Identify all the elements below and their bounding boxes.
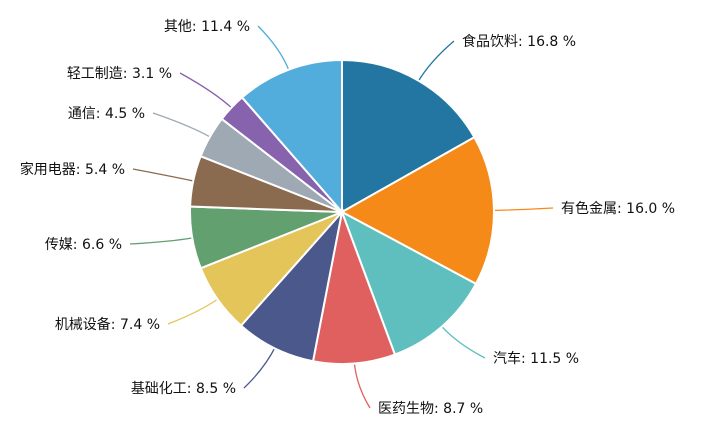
pie-slice[interactable] [240, 58, 343, 215]
slice-label: 轻工制造: 3.1 % [67, 66, 172, 82]
slice-label: 汽车: 11.5 % [493, 350, 579, 367]
slice-label: 医药生物: 8.7 % [378, 401, 483, 417]
slice-label: 食品饮料: 16.8 % [462, 33, 576, 50]
leader-line [491, 207, 554, 211]
slice-label: 基础化工: 8.5 % [131, 380, 236, 397]
slice-label: 其他: 11.4 % [164, 19, 250, 35]
leader-line [353, 361, 371, 409]
slice-label: 通信: 4.5 % [68, 106, 145, 122]
slice-label: 家用电器: 5.4 % [20, 161, 125, 178]
leader-line [152, 112, 212, 139]
leader-line [132, 168, 196, 182]
leader-line [417, 40, 455, 83]
leader-line [440, 324, 486, 359]
leader-line [243, 346, 277, 389]
pie-slice[interactable] [339, 135, 495, 286]
pie-slice[interactable] [311, 208, 397, 365]
slice-label: 有色金属: 16.0 % [561, 200, 675, 217]
leader-line [179, 72, 234, 110]
leader-line [167, 297, 220, 325]
pie-slice[interactable] [341, 58, 476, 214]
labels: 食品饮料: 16.8 % 有色金属: 16.0 % 汽车: 11.5 % 医药生物: … [20, 19, 675, 417]
slices [189, 58, 495, 365]
slice-label: 传媒: 6.6 % [45, 237, 122, 253]
slice-label: 机械设备: 7.4 % [55, 316, 160, 333]
leader-line [257, 25, 290, 72]
leader-line [129, 236, 195, 245]
pie-slice[interactable] [340, 209, 478, 356]
